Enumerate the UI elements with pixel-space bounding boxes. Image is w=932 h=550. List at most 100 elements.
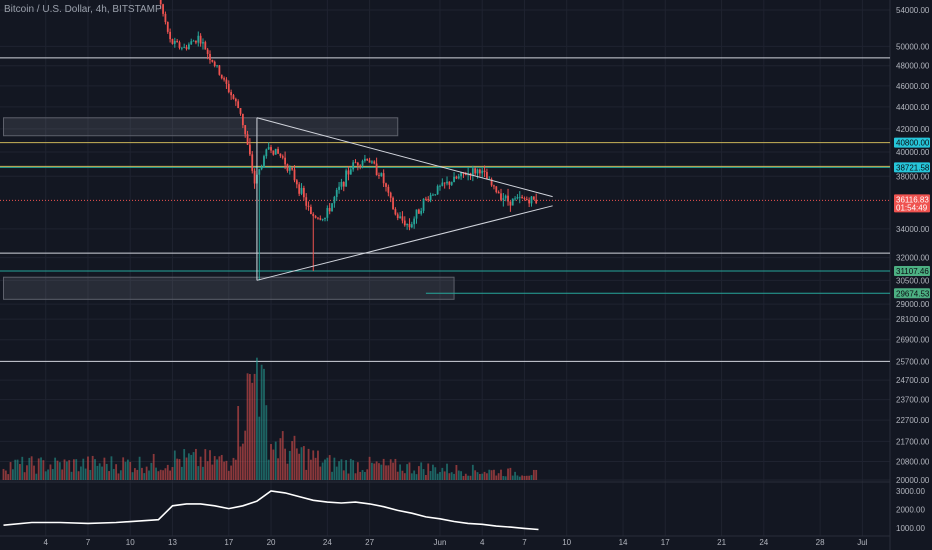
- volume-bar: [455, 465, 458, 480]
- volume-bar: [277, 458, 279, 480]
- volume-bar: [483, 471, 486, 480]
- volume-bar: [502, 476, 505, 480]
- volume-bar: [54, 457, 57, 480]
- price-tick-label: 48000.00: [896, 62, 930, 71]
- candle-body: [291, 168, 294, 170]
- candle-body: [532, 196, 535, 200]
- volume-bar: [521, 475, 524, 480]
- volume-bar: [178, 459, 181, 480]
- volume-bar: [216, 459, 218, 480]
- candle-body: [476, 169, 479, 174]
- candle-body: [272, 150, 275, 155]
- volume-bar: [443, 471, 446, 480]
- volume-bar: [30, 456, 33, 480]
- price-tick-label: 24700.00: [896, 376, 930, 385]
- time-tick-label: 10: [126, 538, 135, 547]
- time-tick-label: 28: [816, 538, 825, 547]
- candle-body: [286, 164, 289, 171]
- volume-bar: [284, 448, 286, 480]
- candle-body: [389, 192, 392, 198]
- volume-bar: [223, 461, 225, 480]
- volume-bar: [11, 469, 14, 480]
- volume-bar: [352, 460, 355, 480]
- candle-body: [232, 95, 235, 99]
- volume-bar: [202, 466, 204, 480]
- volume-bar: [51, 469, 54, 480]
- volume-bar: [375, 461, 378, 480]
- candle-body: [490, 179, 493, 186]
- volume-bar: [389, 459, 392, 480]
- volume-bar: [206, 461, 209, 480]
- volume-bar: [227, 470, 230, 480]
- oscillator: [3, 490, 539, 531]
- candle-body: [183, 47, 186, 48]
- candle-body: [415, 209, 418, 219]
- candle-body: [432, 194, 434, 196]
- volume-bar: [246, 373, 249, 480]
- volume-bar: [371, 462, 373, 480]
- zone-box: [3, 117, 399, 137]
- volume-bar: [96, 465, 99, 480]
- volume-bar: [84, 468, 87, 480]
- candle-body: [258, 169, 261, 175]
- candle-body: [195, 40, 197, 43]
- volume-bar: [108, 471, 110, 480]
- volume-bar: [286, 463, 289, 480]
- candle-body: [197, 35, 200, 43]
- volume-bar: [155, 467, 157, 480]
- time-tick-label: Jul: [857, 538, 867, 547]
- volume-bar: [190, 454, 193, 480]
- price-tick-label: 50000.00: [896, 42, 930, 51]
- volume-bar: [80, 466, 82, 480]
- volume-bar: [70, 471, 73, 480]
- volume-bar: [420, 462, 423, 480]
- volume-bar: [307, 448, 310, 480]
- volume-bar: [446, 463, 448, 480]
- volume-bar: [16, 459, 19, 480]
- price-tick-label: 20000.00: [896, 476, 930, 485]
- candle-body: [253, 170, 256, 184]
- volume-bar: [467, 475, 470, 480]
- candle-body: [270, 147, 272, 151]
- candle-body: [173, 40, 176, 44]
- candle-body: [218, 65, 221, 75]
- time-tick-label: 21: [717, 538, 726, 547]
- volume-bar: [145, 466, 148, 480]
- candle-body: [429, 195, 432, 201]
- volume-bar: [2, 468, 5, 480]
- candle-body: [375, 163, 378, 176]
- volume-bar: [157, 471, 160, 480]
- candle-body: [237, 101, 240, 109]
- candle-body: [521, 196, 524, 199]
- time-tick-label: 13: [168, 538, 177, 547]
- candle-body: [333, 196, 336, 204]
- volume-bar: [230, 465, 233, 480]
- time-tick-label: 17: [224, 538, 233, 547]
- volume-bar: [448, 473, 451, 480]
- zones: [3, 117, 455, 300]
- candle-body: [185, 47, 188, 50]
- candle-body: [493, 185, 495, 187]
- candle-body: [478, 169, 481, 174]
- volume-bar: [478, 474, 481, 480]
- volume-bar: [486, 473, 488, 480]
- volume-bar: [152, 453, 155, 480]
- price-tick-label: 21700.00: [896, 437, 930, 446]
- candle-body: [507, 195, 509, 202]
- candle-body: [164, 13, 167, 23]
- volume-bar: [361, 470, 364, 480]
- volume-bar: [23, 472, 26, 480]
- candle-body: [497, 192, 500, 194]
- volume-bar: [49, 464, 52, 480]
- candle-body: [251, 154, 254, 171]
- candle-body: [204, 42, 207, 50]
- candle-body: [434, 194, 437, 196]
- price-badge-label: 31107.46: [896, 267, 929, 276]
- volume-bar: [509, 467, 512, 480]
- axes: 54000.00 50000.00 48000.00 46000.00 44000.00…: [44, 6, 930, 547]
- price-tick-label: 26900.00: [896, 336, 930, 345]
- candle-body: [443, 182, 446, 184]
- volume-bar: [164, 468, 167, 480]
